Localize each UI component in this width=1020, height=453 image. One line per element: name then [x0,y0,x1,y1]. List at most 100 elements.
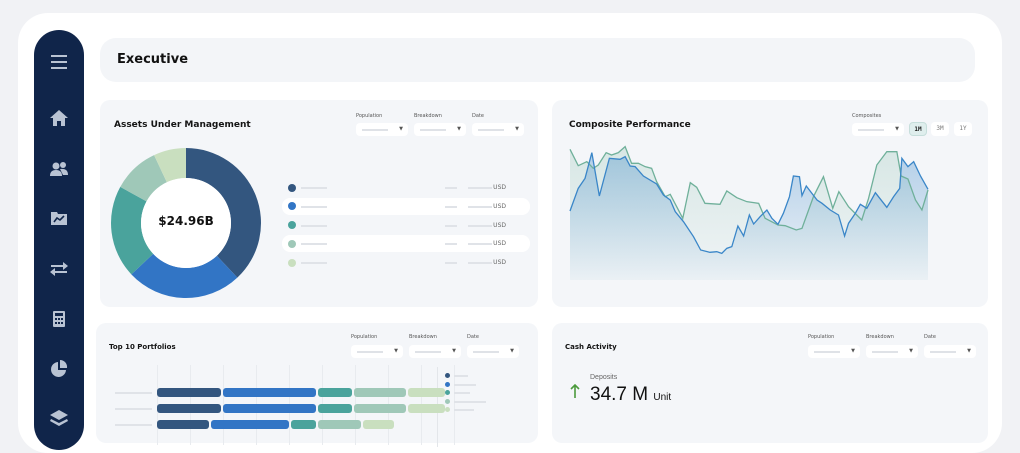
legend-pct-placeholder [445,205,457,208]
legend-dot [288,258,296,267]
filter-label: Date [472,113,484,119]
row-label-placeholder [115,392,152,394]
legend-row[interactable]: USD [282,217,530,234]
users-icon[interactable] [49,159,69,179]
range-1y-button[interactable]: 1Y [954,122,972,136]
range-3m-button[interactable]: 3M [931,122,949,136]
bar-segment[interactable] [157,404,221,413]
legend-row[interactable]: USD [282,197,530,215]
donut-slice[interactable] [154,148,186,183]
series-line[interactable] [569,152,929,255]
donut-hole [141,178,231,268]
bar-segment[interactable] [222,404,317,413]
legend-value-placeholder [468,243,492,246]
deposits-unit: Unit [653,392,672,403]
bar-segment[interactable] [157,420,209,429]
legend-pct-placeholder [445,224,457,227]
aum-panel: Assets Under Management Population ▼ Bre… [100,100,538,307]
filter-label: Breakdown [414,113,442,119]
bar-segment[interactable] [318,388,353,397]
legend-value-placeholder [468,262,492,265]
page-header: Executive [100,38,975,82]
page-title: Executive [117,52,189,67]
aum-title: Assets Under Management [114,120,251,130]
date-select[interactable]: ▼ [472,123,524,136]
breakdown-select[interactable]: ▼ [866,345,918,358]
filter-label: Population [808,334,835,340]
bar-segment[interactable] [318,404,353,413]
gridline [454,365,455,445]
deposits-label: Deposits [590,374,618,381]
legend-dot [445,398,450,404]
pie-chart-icon[interactable] [49,359,69,379]
bar-segment[interactable] [157,388,221,397]
legend-dot [288,183,296,192]
population-select[interactable]: ▼ [356,123,408,136]
legend-label-placeholder [454,400,486,403]
layers-icon[interactable] [49,408,69,428]
top10-panel: Top 10 Portfolios Population ▼ Breakdown… [96,323,538,447]
series-line[interactable] [569,145,929,231]
legend-dot [288,221,296,230]
bar-segment[interactable] [363,420,395,429]
legend-row[interactable]: USD [282,235,530,253]
legend-label-placeholder [301,187,327,189]
bar-segment[interactable] [318,420,362,429]
breakdown-select[interactable]: ▼ [414,123,466,136]
sidebar [34,30,84,450]
bar-segment[interactable] [210,420,290,429]
deposits-value: 34.7 M Unit [590,384,671,406]
donut-slice[interactable] [111,186,154,275]
arrow-up-icon [570,384,580,398]
filter-label: Population [356,113,383,119]
filter-label: Breakdown [866,334,894,340]
legend-label-placeholder [301,262,327,265]
legend-dot [288,239,296,248]
home-icon[interactable] [49,108,69,128]
legend-dot [445,381,450,387]
legend-unit: USD [493,259,506,267]
breakdown-select[interactable]: ▼ [409,345,461,358]
legend-dot [445,407,450,413]
date-select[interactable]: ▼ [467,345,519,358]
bar-segment[interactable] [407,404,445,413]
bar-segment[interactable] [407,388,445,397]
legend-unit: USD [493,221,506,229]
legend-row[interactable]: USD [282,254,530,271]
filter-label: Composites [852,113,882,119]
legend-value-placeholder [468,205,492,208]
legend-unit: USD [493,240,506,248]
population-select[interactable]: ▼ [808,345,860,358]
top10-title: Top 10 Portfolios [109,343,176,351]
bar-segment[interactable] [291,420,317,429]
filter-label: Date [467,334,479,340]
donut-slice[interactable] [186,148,261,278]
range-1m-button[interactable]: 1M [909,122,927,136]
donut-slice[interactable] [120,155,167,202]
filter-label: Population [351,334,378,340]
menu-icon[interactable] [49,52,69,72]
legend-label-placeholder [454,409,474,412]
legend-value-placeholder [468,187,492,189]
composites-select[interactable]: ▼ [852,123,904,136]
chart-folder-icon[interactable] [49,208,69,228]
legend-row[interactable]: USD [282,179,530,196]
row-label-placeholder [115,408,152,410]
composite-panel: Composite Performance Composites ▼ 1M 3M… [552,100,988,307]
legend-label-placeholder [454,375,468,377]
cash-title: Cash Activity [565,343,617,351]
bar-segment[interactable] [354,388,406,397]
legend-pct-placeholder [445,187,457,189]
aum-donut-chart [111,148,261,298]
bar-segment[interactable] [222,388,317,397]
legend-dot [445,390,450,396]
transfer-icon[interactable] [49,259,69,279]
legend-unit: USD [493,202,506,210]
date-select[interactable]: ▼ [924,345,976,358]
population-select[interactable]: ▼ [351,345,403,358]
legend-pct-placeholder [445,262,457,265]
calculator-icon[interactable] [49,309,69,329]
composite-line-chart [569,145,929,280]
donut-slice[interactable] [131,253,238,298]
bar-segment[interactable] [354,404,406,413]
